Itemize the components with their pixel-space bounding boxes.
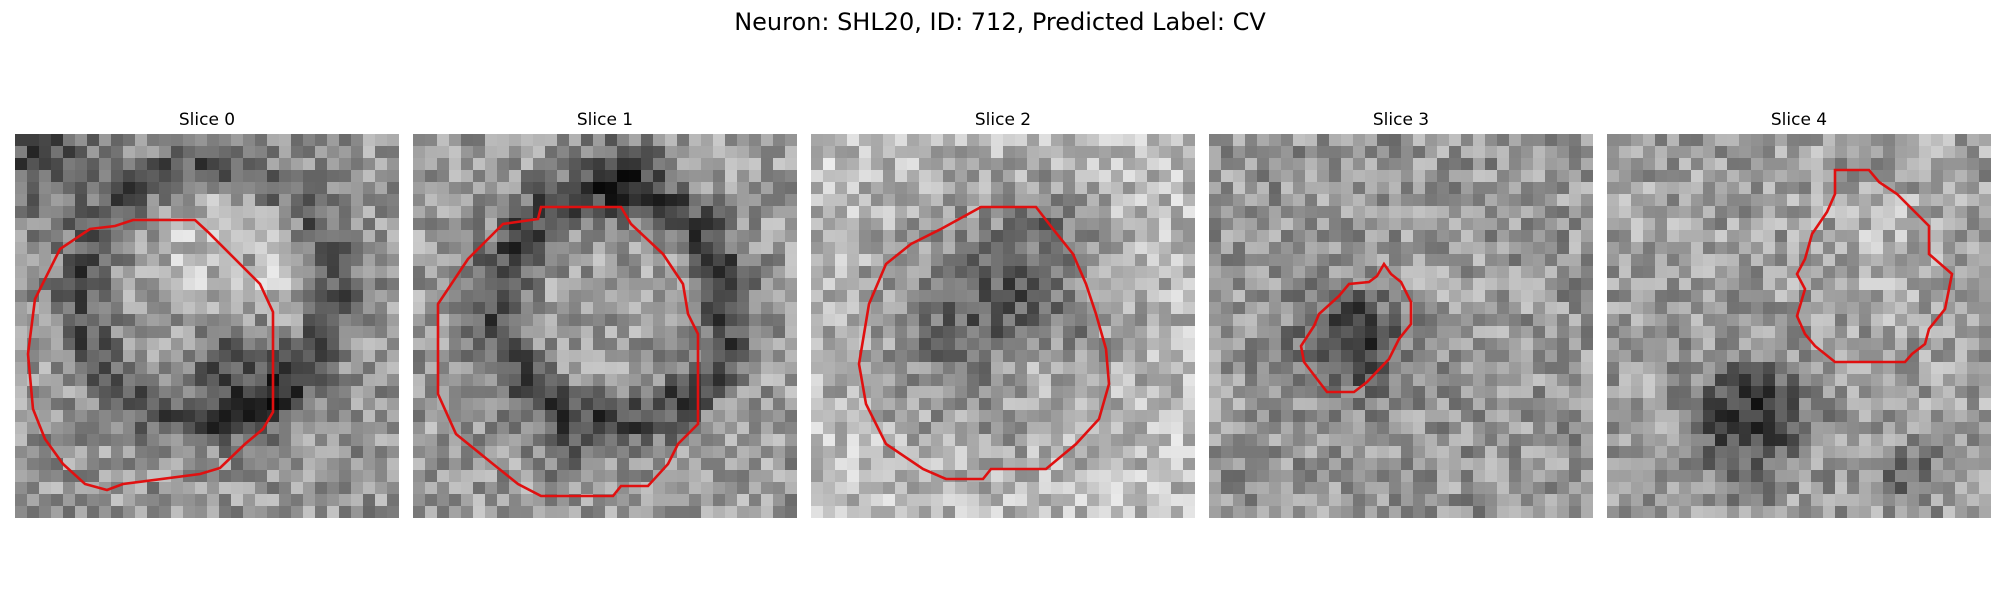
slice-image xyxy=(1607,134,1991,518)
slice-label: Slice 3 xyxy=(1372,110,1430,130)
slice-image xyxy=(1209,134,1593,518)
slice-panel-3: Slice 3 xyxy=(1209,108,1593,520)
slice-panel-1: Slice 1 xyxy=(413,108,797,520)
slice-label: Slice 1 xyxy=(576,110,634,130)
slice-panel-2: Slice 2 xyxy=(811,108,1195,520)
slice-label: Slice 2 xyxy=(974,110,1032,130)
figure-title: Neuron: SHL20, ID: 712, Predicted Label:… xyxy=(734,8,1266,36)
slice-image xyxy=(811,134,1195,518)
slice-label: Slice 0 xyxy=(178,110,236,130)
slice-image xyxy=(413,134,797,518)
slice-image xyxy=(15,134,399,518)
slice-panel-0: Slice 0 xyxy=(15,108,399,520)
slice-label: Slice 4 xyxy=(1770,110,1828,130)
slice-panel-4: Slice 4 xyxy=(1607,108,1991,520)
